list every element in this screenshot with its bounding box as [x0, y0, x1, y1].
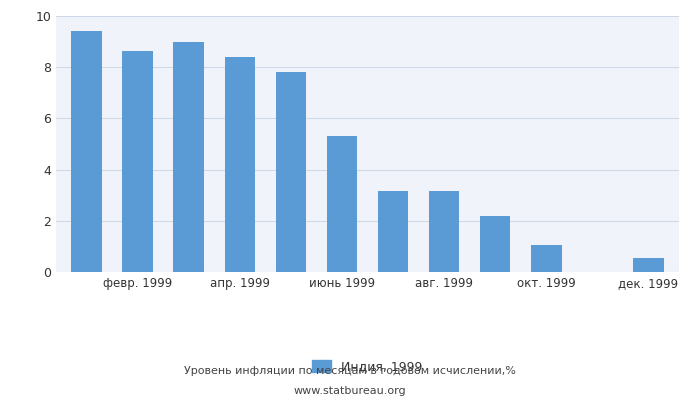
- Bar: [276, 72, 306, 272]
- Bar: [378, 191, 408, 272]
- Bar: [225, 57, 256, 272]
- Bar: [480, 216, 510, 272]
- Text: Уровень инфляции по месяцам в годовом исчислении,%: Уровень инфляции по месяцам в годовом ис…: [184, 366, 516, 376]
- Bar: [122, 50, 153, 272]
- Bar: [71, 31, 102, 272]
- Bar: [429, 191, 459, 272]
- Text: www.statbureau.org: www.statbureau.org: [294, 386, 406, 396]
- Bar: [633, 258, 664, 272]
- Bar: [174, 42, 204, 272]
- Bar: [531, 245, 561, 272]
- Bar: [327, 136, 357, 272]
- Legend: Индия, 1999: Индия, 1999: [312, 360, 423, 373]
